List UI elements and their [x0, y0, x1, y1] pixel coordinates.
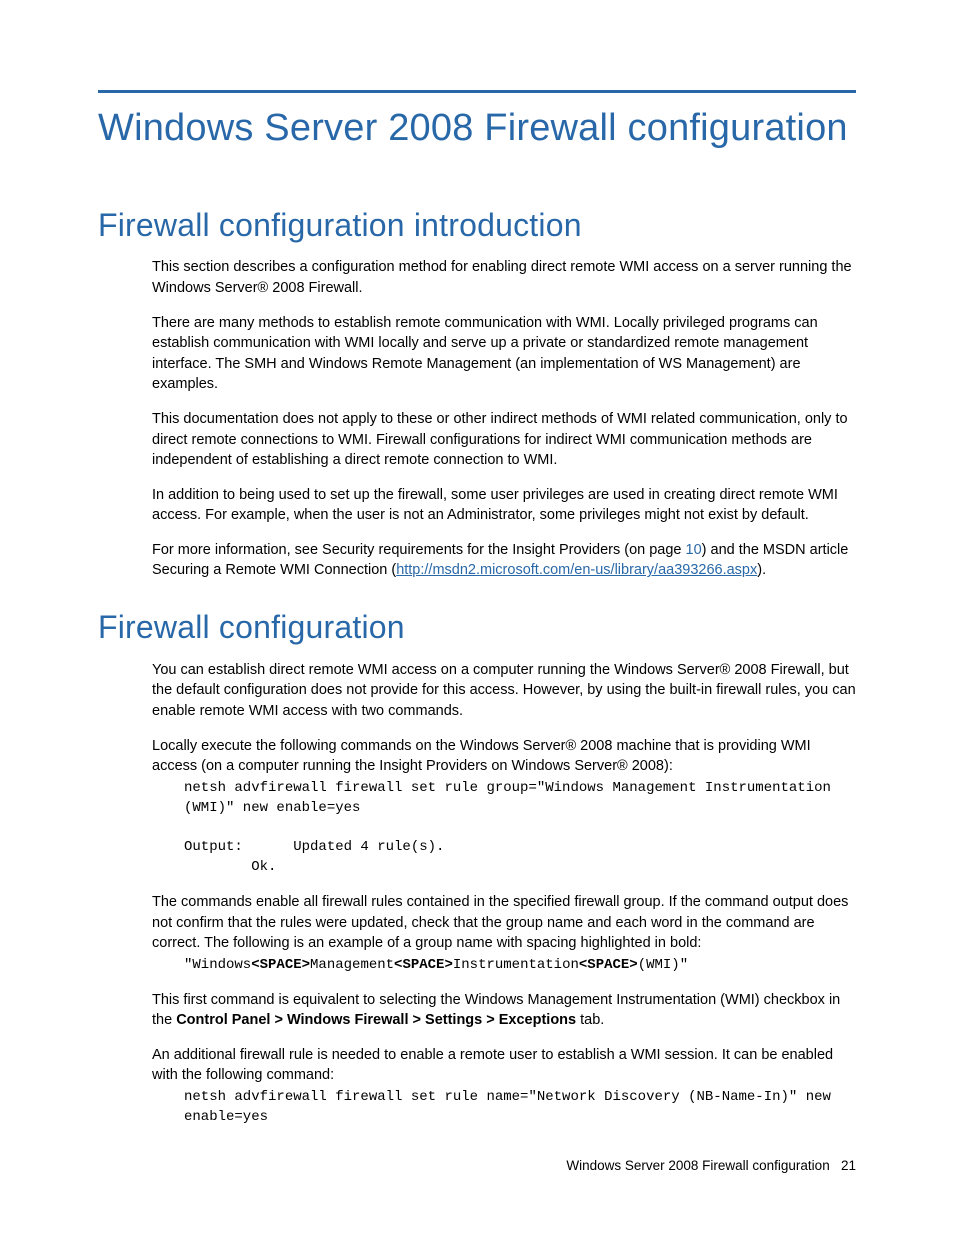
code-block-2: "Windows<SPACE>Management<SPACE>Instrume…	[184, 956, 856, 976]
intro-paragraph-3: This documentation does not apply to the…	[152, 409, 856, 471]
page-footer: Windows Server 2008 Firewall configurati…	[566, 1158, 856, 1173]
footer-title: Windows Server 2008 Firewall configurati…	[566, 1158, 829, 1173]
intro-p5-pre: For more information, see Security requi…	[152, 542, 686, 558]
config-paragraph-3: The commands enable all firewall rules c…	[152, 892, 856, 954]
config-paragraph-4: This first command is equivalent to sele…	[152, 990, 856, 1031]
config-paragraph-1: You can establish direct remote WMI acce…	[152, 660, 856, 722]
page-title: Windows Server 2008 Firewall configurati…	[98, 107, 856, 151]
intro-p5-post: ).	[757, 562, 766, 578]
footer-page-number: 21	[841, 1158, 856, 1173]
code-block-3: netsh advfirewall firewall set rule name…	[184, 1088, 856, 1128]
section-heading-config: Firewall configuration	[98, 609, 856, 646]
config-paragraph-2: Locally execute the following commands o…	[152, 736, 856, 777]
config-p4-bold-path: Control Panel > Windows Firewall > Setti…	[176, 1012, 576, 1028]
page-reference-link[interactable]: 10	[686, 542, 702, 558]
config-paragraph-5: An additional firewall rule is needed to…	[152, 1045, 856, 1086]
top-rule	[98, 90, 856, 93]
intro-paragraph-5: For more information, see Security requi…	[152, 540, 856, 581]
msdn-link[interactable]: http://msdn2.microsoft.com/en-us/library…	[396, 562, 757, 578]
intro-paragraph-2: There are many methods to establish remo…	[152, 313, 856, 395]
intro-paragraph-1: This section describes a configuration m…	[152, 257, 856, 298]
code-block-1: netsh advfirewall firewall set rule grou…	[184, 779, 856, 878]
config-p4-post: tab.	[576, 1012, 604, 1028]
intro-paragraph-4: In addition to being used to set up the …	[152, 485, 856, 526]
section-heading-intro: Firewall configuration introduction	[98, 207, 856, 244]
